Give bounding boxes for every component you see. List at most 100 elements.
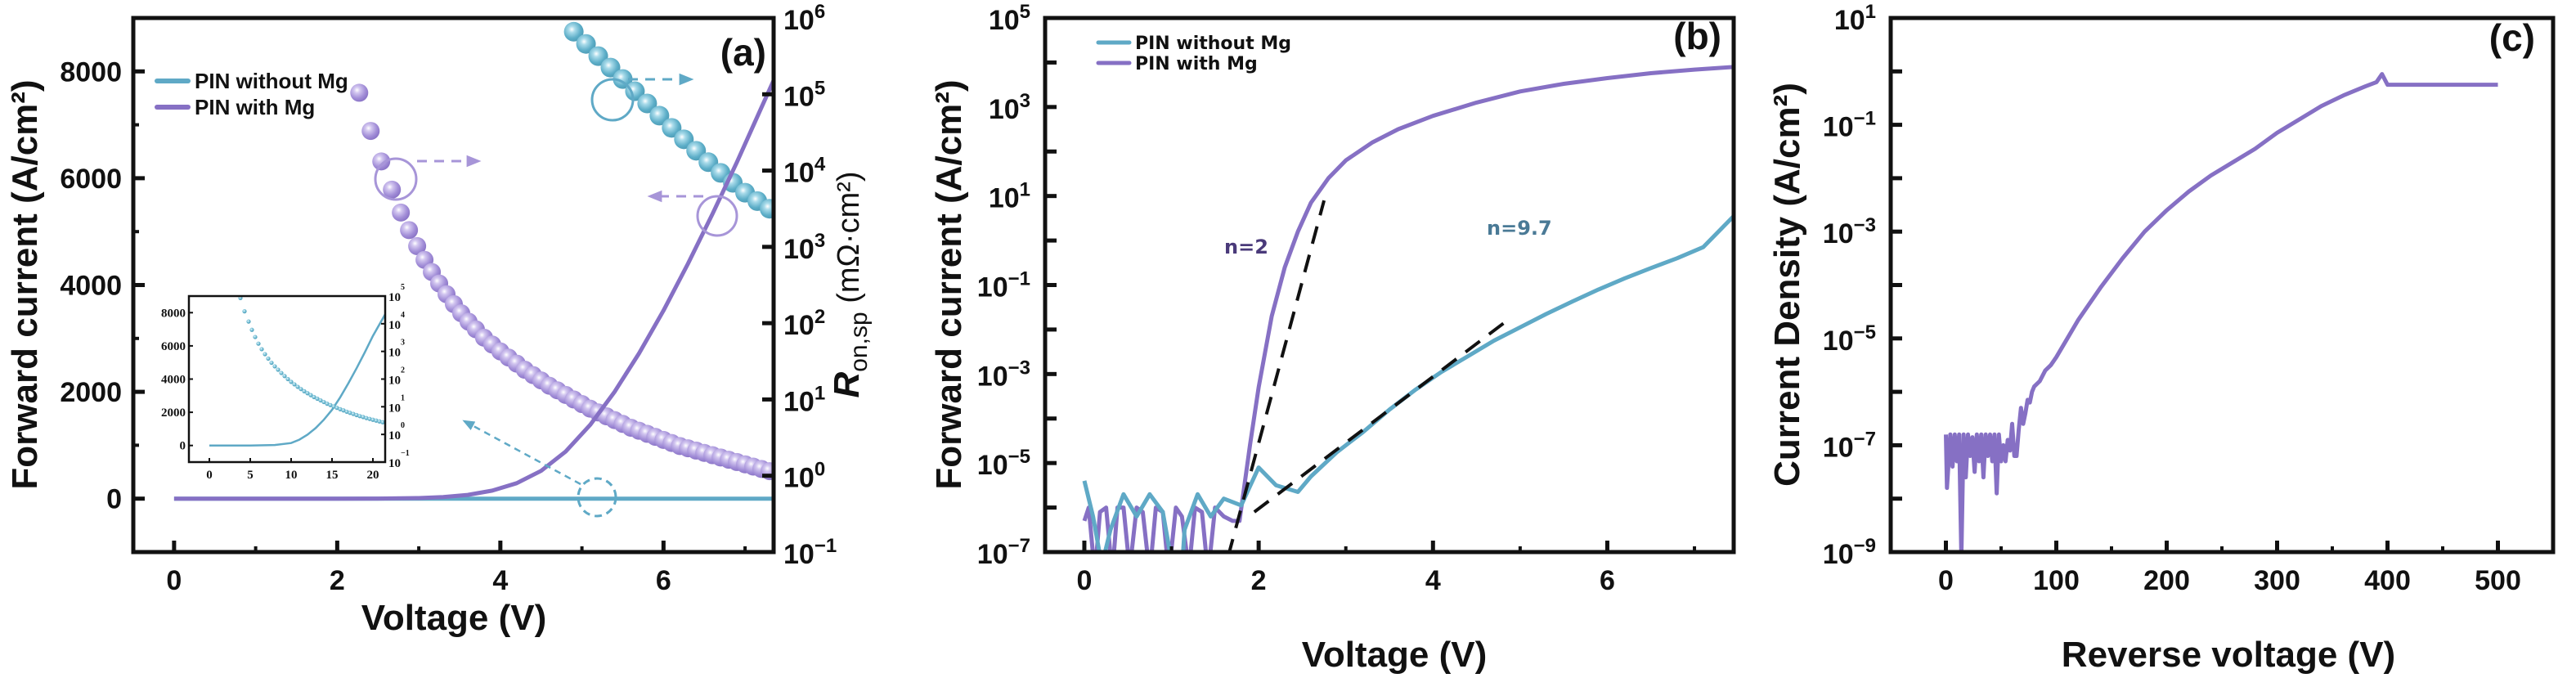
panel-b-label: (b) [1673, 15, 1721, 57]
y2-tick-label: 102 [783, 306, 825, 341]
panel-a-label: (a) [720, 31, 766, 74]
inset-data-point [315, 396, 320, 402]
y-tick-label: 10−3 [977, 357, 1030, 392]
series-line-with-mg [1944, 72, 2498, 552]
x-tick-label: 0 [1938, 565, 1954, 596]
inset-y2-tick-label: 101 [388, 393, 405, 415]
inset-data-point [292, 382, 297, 387]
series-line-with-mg [173, 79, 774, 501]
inset-data-point [282, 374, 287, 379]
y2-tick-label: 104 [783, 154, 826, 189]
inset-data-point [380, 420, 385, 424]
inset-data-point [308, 393, 313, 397]
panel-b-series [1082, 65, 1734, 552]
inset-data-point [331, 404, 336, 409]
panel-b: 0 2 4 6 10−7 10−5 10−3 10−1 101 103 105 (b) Voltag… [929, 1, 1736, 675]
y2-tick-label: 105 [783, 77, 825, 112]
panel-a-xlabel: Voltage (V) [361, 598, 547, 638]
annotation-n2: n=2 [1224, 236, 1268, 258]
inset-y-tick-label: 4000 [161, 374, 186, 387]
data-point-ron-without-mg [637, 93, 657, 114]
inset-data-point [370, 417, 375, 422]
annotation-circle-without-mg-jv [577, 477, 617, 518]
inset-x-tick-label: 20 [367, 469, 379, 482]
x-tick-label: 2 [1251, 565, 1267, 596]
data-point-ron-with-mg [392, 203, 411, 222]
y-tick-label: 0 [106, 484, 122, 515]
inset-y-tick-label: 8000 [161, 307, 186, 320]
panel-c-ticks: 0 100 200 300 400 500 10−9 10−7 10−5 10−3 10−1 101 [1823, 1, 2521, 596]
inset-data-point [361, 415, 366, 420]
annotation-circle-without-mg-ron [590, 78, 635, 122]
inset-data-point [276, 367, 280, 372]
inset-y-tick-label: 6000 [161, 340, 186, 353]
data-point-ron-with-mg [408, 236, 427, 255]
panel-c-frame [1888, 16, 2556, 555]
inset-data-point [289, 379, 294, 384]
inset-data-point [249, 327, 254, 332]
inset-x-tick-label: 0 [206, 469, 213, 482]
series-line-without-mg [1082, 214, 1734, 552]
y-tick-label: 10−7 [1823, 428, 1876, 463]
inset-y2-tick-label: 10−1 [388, 449, 410, 470]
inset-data-point [279, 370, 284, 375]
annotation-circle-with-mg-jv [696, 195, 738, 237]
data-point-ron-without-mg [686, 141, 707, 161]
data-point-ron-without-mg [613, 69, 633, 89]
y-tick-label: 10−9 [1823, 535, 1876, 570]
y2label-unit: (mΩ·cm²) [832, 171, 866, 312]
panel-a-ylabel: Forward current (A/cm²) [5, 79, 45, 489]
annotation-circle-with-mg-ron [374, 157, 418, 201]
inset-y2-tick-label: 102 [388, 366, 405, 388]
inset-data-point [364, 415, 369, 420]
inset-data-point [246, 319, 251, 324]
data-point-ron-without-mg [563, 21, 584, 42]
x-tick-label: 4 [492, 565, 508, 596]
panel-b-ticks: 0 2 4 6 10−7 10−5 10−3 10−1 101 103 105 [977, 1, 1697, 596]
inset-data-point [357, 414, 362, 419]
data-point-ron-without-mg [600, 57, 621, 78]
inset-data-point [367, 416, 372, 421]
y-tick-label: 6000 [60, 164, 122, 195]
data-point-ron-without-mg [662, 118, 682, 138]
y2-tick-label: 10−1 [783, 535, 837, 570]
x-tick-label: 200 [2143, 565, 2190, 596]
x-tick-label: 4 [1425, 565, 1441, 596]
inset-x-tick-label: 15 [326, 469, 339, 482]
inset-data-point [298, 387, 303, 392]
inset-y2-tick-label: 104 [388, 311, 405, 332]
data-point-ron-with-mg [372, 152, 391, 171]
y-tick-label: 10−1 [1823, 108, 1876, 143]
y-tick-label: 10−7 [977, 535, 1030, 570]
y2label-r: R [827, 372, 867, 398]
inset-data-point [374, 418, 379, 423]
y2-tick-label: 103 [783, 230, 825, 265]
y2label-sub: on,sp [846, 312, 873, 371]
x-tick-label: 300 [2254, 565, 2300, 596]
legend-label-with-mg: PIN with Mg [1135, 54, 1258, 74]
x-tick-label: 6 [656, 565, 671, 596]
inset-data-point [318, 397, 323, 403]
fit-line [1227, 200, 1326, 552]
inset-y2-tick-label: 103 [388, 339, 405, 360]
panel-b-frame [1043, 16, 1736, 555]
inset-data-point [344, 409, 349, 415]
inset-data-point [321, 399, 326, 405]
y-tick-label: 10−1 [977, 268, 1030, 303]
panel-a-legend: PIN without Mg PIN with Mg [155, 69, 348, 119]
inset-series [209, 296, 386, 447]
panel-c-label: (c) [2489, 16, 2535, 59]
x-tick-label: 6 [1600, 565, 1615, 596]
legend-label-with-mg: PIN with Mg [195, 95, 315, 119]
inset-data-point [266, 356, 271, 361]
y-tick-label: 10−5 [977, 446, 1030, 481]
data-point-ron-without-mg [649, 106, 670, 126]
panel-a-inset: 0 5 10 15 20 0 2000 4000 6000 8000 10−1 100 101 102 10… [161, 283, 410, 482]
panel-a: 0 5 10 15 200200040006000800010−110010110210… [5, 1, 873, 638]
inset-data-point [242, 309, 247, 314]
inset-data-point [305, 391, 310, 396]
inset-data-point [328, 402, 333, 407]
inset-y-tick-label: 2000 [161, 406, 186, 420]
y-tick-label: 10−5 [1823, 321, 1876, 357]
